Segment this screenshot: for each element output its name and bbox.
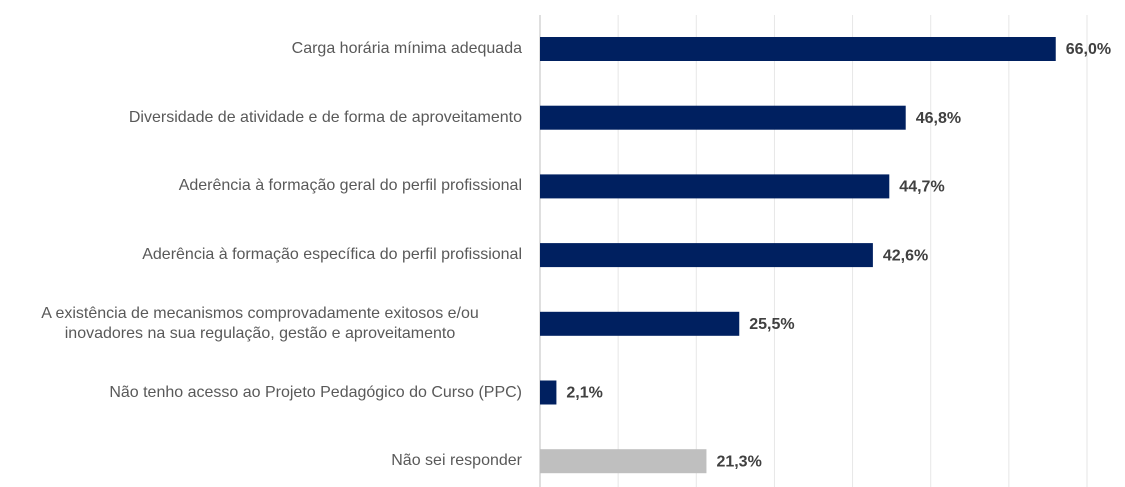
value-label: 42,6% [883,247,928,264]
bar [540,174,890,199]
bar [540,380,557,405]
category-label: Carga horária mínima adequada [291,40,522,57]
bar [540,311,740,336]
bar [540,105,906,130]
value-label: 66,0% [1066,41,1111,58]
category-label: Diversidade de atividade e de forma de a… [128,108,522,126]
value-label: 21,3% [716,453,761,470]
value-label: 44,7% [899,179,944,196]
category-label: Aderência à formação geral do perfil pro… [178,177,522,195]
bar [540,243,873,268]
bar [540,449,707,474]
category-label: A existência de mecanismos comprovadamen… [41,304,479,342]
category-label: Não tenho acesso ao Projeto Pedagógico d… [109,383,522,401]
bar [540,37,1056,61]
category-label: Aderência à formação específica do perfi… [142,246,522,264]
value-label: 46,8% [916,110,961,127]
value-label: 25,5% [749,316,794,333]
value-label: 2,1% [566,385,602,402]
category-label: Não sei responder [391,452,522,470]
